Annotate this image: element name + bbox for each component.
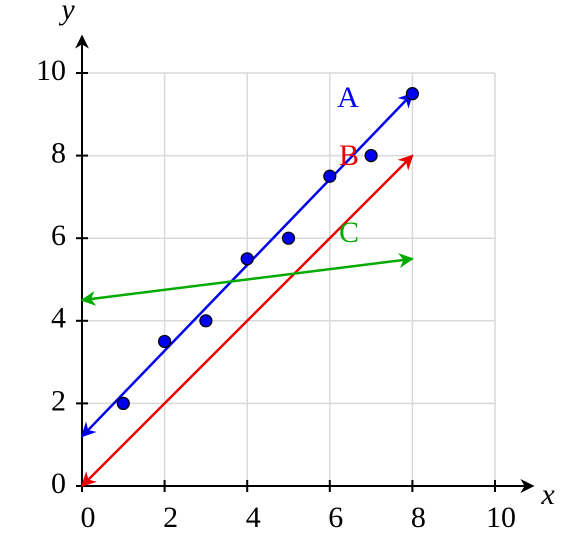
data-point [405,87,419,101]
y-tick-label: 6 [51,219,66,252]
y-tick-label: 10 [36,54,66,87]
line-label: A [337,81,359,114]
y-tick-label: 2 [51,384,66,417]
x-tick-label: 2 [163,501,178,534]
y-axis-label: y [58,0,75,26]
data-point [364,149,378,163]
data-point [158,334,172,349]
x-tick-label: 10 [486,501,516,534]
data-point [240,252,254,266]
data-point [116,396,130,410]
y-tick-label: 4 [51,302,66,335]
data-point [199,314,213,328]
x-tick-label: 4 [246,501,261,534]
y-tick-label: 0 [51,467,66,500]
line-label: B [339,139,359,172]
data-point [281,231,296,245]
x-tick-label: 6 [328,501,343,534]
line-label: C [339,216,359,249]
x-tick-label: 0 [81,501,96,534]
x-axis-label: x [540,478,555,511]
trend-line [80,154,414,488]
y-tick-label: 8 [51,136,66,169]
data-point [323,169,337,183]
trend-line [80,253,414,306]
x-tick-label: 8 [411,501,426,534]
